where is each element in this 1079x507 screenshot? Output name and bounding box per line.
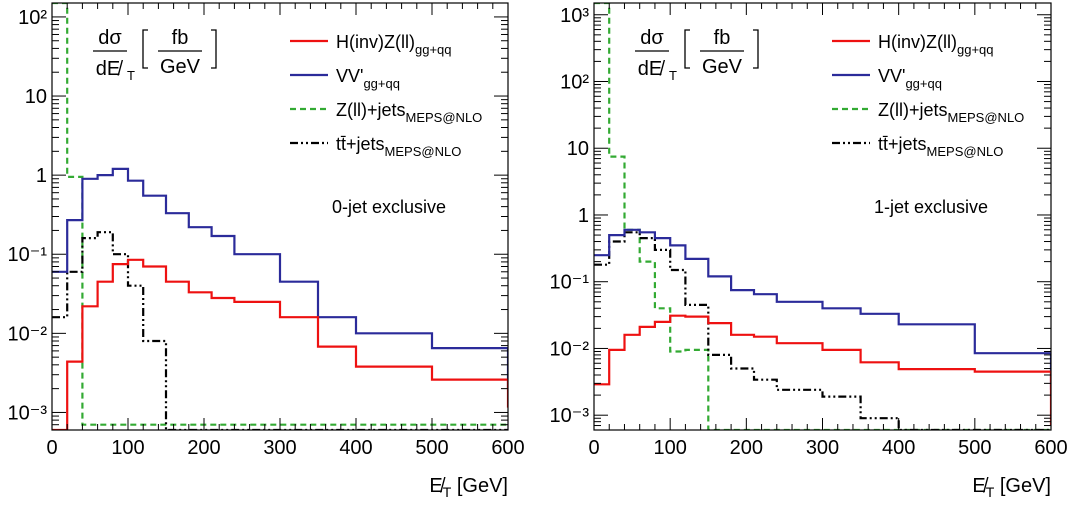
series-line-vv: [594, 228, 1051, 390]
x-tick-label: 0: [46, 437, 57, 459]
x-axis-label-sub: T: [986, 484, 995, 500]
x-axis-label-main: E̸: [972, 475, 988, 497]
legend-label-zjets: Z(ll)+jetsMEPS@NLO: [336, 100, 482, 125]
legend-label-sub: gg+qq: [957, 42, 994, 57]
x-axis-label: E̸T [GeV]: [429, 475, 508, 500]
legend-label-hz: H(inv)Z(ll)gg+qq: [336, 32, 452, 57]
legend-label-sub: gg+qq: [905, 76, 942, 91]
x-tick-label: 200: [187, 437, 220, 459]
legend-label-main: Z(ll)+jets: [878, 100, 948, 120]
ylabel-unit-denominator: GeV: [702, 56, 743, 78]
legend-label-hz: H(inv)Z(ll)gg+qq: [878, 32, 994, 57]
x-axis-label-unit: [GeV]: [451, 475, 508, 497]
series-line-hz: [52, 258, 508, 430]
legend-label-main: VV': [336, 66, 363, 86]
ylabel-denominator: dE̸: [96, 58, 123, 80]
x-axis-label-main: E̸: [429, 475, 445, 497]
x-axis-label-unit: [GeV]: [994, 475, 1051, 497]
y-tick-label: 10²: [560, 71, 589, 93]
x-tick-label: 500: [958, 437, 991, 459]
y-tick-label: 10⁻²: [550, 338, 590, 360]
panel-annotation: 0-jet exclusive: [332, 197, 446, 217]
legend-label-sub: MEPS@NLO: [948, 110, 1025, 125]
legend-label-sub: gg+qq: [363, 76, 400, 91]
ylabel-unit-numerator: fb: [714, 27, 731, 49]
ylabel-bracket-right: [753, 29, 759, 69]
legend-label-main: H(inv)Z(ll): [878, 32, 957, 52]
x-tick-label: 100: [111, 437, 144, 459]
series-line-tt: [594, 231, 1051, 430]
panel-annotation: 1-jet exclusive: [874, 197, 988, 217]
x-axis-label: E̸T [GeV]: [972, 475, 1051, 500]
legend-label-tt: tt̄+jetsMEPS@NLO: [336, 134, 461, 159]
plot-panel-2: 0 100 200 300 400 500 600 10³ 10² 10 1 10⁻¹ 10⁻² 10⁻³…: [550, 2, 1068, 500]
y-tick-label: 10⁻¹: [8, 244, 48, 266]
series-line-zjets: [594, 3, 1051, 430]
x-tick-label: 300: [806, 437, 839, 459]
x-tick-label: 200: [730, 437, 763, 459]
x-tick-label: 0: [588, 437, 599, 459]
ylabel-bracket-left: [142, 29, 148, 69]
ylabel-denominator: dE̸: [638, 58, 665, 80]
y-tick-label: 10³: [560, 5, 589, 27]
y-tick-label: 10⁻³: [8, 402, 48, 424]
legend-label-sub: MEPS@NLO: [927, 144, 1004, 159]
x-axis-label-sub: T: [443, 484, 452, 500]
legend-label-main: H(inv)Z(ll): [336, 32, 415, 52]
x-tick-label: 600: [491, 437, 524, 459]
x-tick-label: 500: [415, 437, 448, 459]
y-tick-label: 10⁻³: [550, 405, 590, 427]
ylabel-bracket-right: [211, 29, 217, 69]
legend-label-sub: MEPS@NLO: [406, 110, 483, 125]
series-line-zjets: [52, 3, 508, 426]
y-tick-label: 1: [578, 205, 589, 227]
legend-label-main: Z(ll)+jets: [336, 100, 406, 120]
x-tick-label: 400: [339, 437, 372, 459]
x-tick-label: 400: [882, 437, 915, 459]
ylabel-numerator: dσ: [98, 27, 122, 49]
x-tick-label: 100: [653, 437, 686, 459]
legend-label-main: tt̄+jets: [878, 134, 927, 154]
x-tick-label: 600: [1034, 437, 1067, 459]
x-tick-label: 300: [263, 437, 296, 459]
ylabel-bracket-left: [684, 29, 690, 69]
legend-label-tt: tt̄+jetsMEPS@NLO: [878, 134, 1003, 159]
legend-label-main: VV': [878, 66, 905, 86]
legend-label-main: tt̄+jets: [336, 134, 385, 154]
ylabel-numerator: dσ: [640, 27, 664, 49]
y-tick-label: 1: [36, 165, 47, 187]
legend-label-vv: VV'gg+qq: [336, 66, 400, 91]
y-tick-label: 10⁻²: [8, 323, 48, 345]
y-tick-label: 10: [25, 86, 47, 108]
y-tick-label: 10: [567, 138, 589, 160]
ylabel-unit-numerator: fb: [172, 27, 189, 49]
legend-label-sub: MEPS@NLO: [385, 144, 462, 159]
plot-panel-1: 0 100 200 300 400 500 600 10² 10 1 10⁻¹ 10⁻² 10⁻³ dσ d…: [8, 2, 525, 500]
ylabel-denominator-sub: T: [127, 68, 135, 83]
series-line-vv: [52, 167, 508, 389]
series-line-hz: [594, 314, 1051, 426]
ylabel-unit-denominator: GeV: [160, 56, 201, 78]
legend-label-sub: gg+qq: [415, 42, 452, 57]
legend-label-vv: VV'gg+qq: [878, 66, 942, 91]
y-tick-label: 10⁻¹: [550, 272, 590, 294]
y-tick-label: 10²: [18, 7, 47, 29]
ylabel-denominator-sub: T: [669, 68, 677, 83]
legend-label-zjets: Z(ll)+jetsMEPS@NLO: [878, 100, 1024, 125]
